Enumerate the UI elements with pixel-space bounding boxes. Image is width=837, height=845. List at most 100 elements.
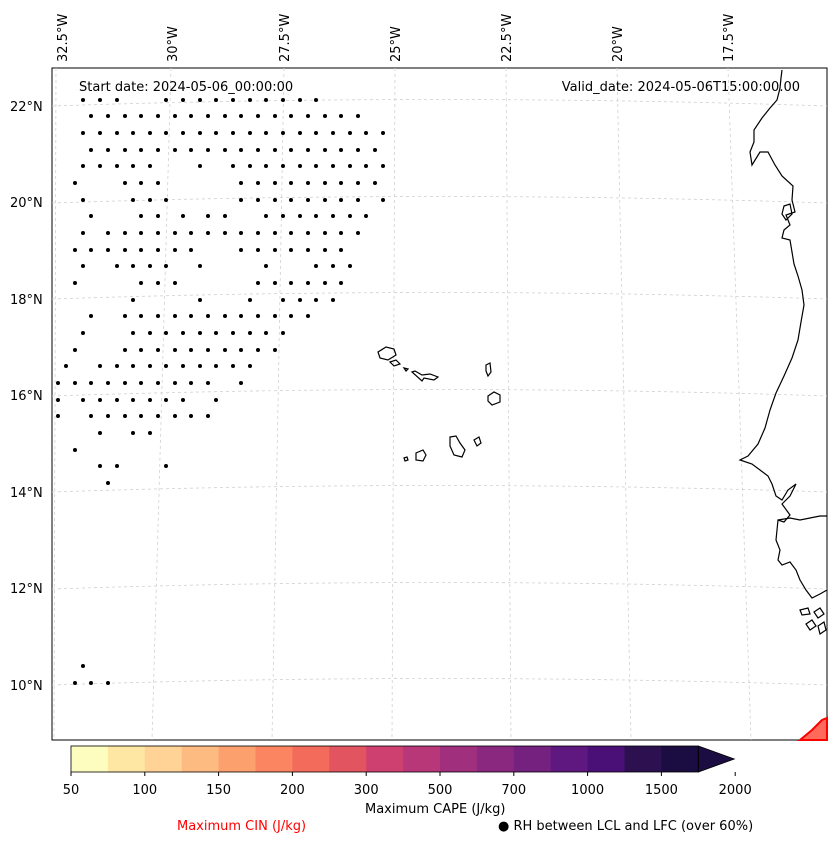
rh-dot [173,414,177,418]
rh-dot [214,398,218,402]
rh-dot [256,281,260,285]
rh-dot [81,131,85,135]
rh-dot [156,348,160,352]
rh-dot [256,314,260,318]
rh-dot [356,114,360,118]
rh-dot [323,231,327,235]
rh-dot [306,281,310,285]
rh-dot [148,264,152,268]
rh-dot [281,214,285,218]
rh-dot [106,148,110,152]
rh-dot [206,348,210,352]
rh-dot [73,381,77,385]
rh-dot [348,131,352,135]
rh-dot [273,281,277,285]
colorbar-swatch [440,746,478,772]
cape-colorbar-ticks: 50 100 150 200 300 500 700 1000 1500 2000 [63,772,752,798]
rh-dot [339,198,343,202]
lon-tick-label: 32.5°W [56,14,71,62]
rh-dot [156,148,160,152]
rh-dot [189,231,193,235]
rh-dot [356,181,360,185]
gridline-lon-32-5 [53,67,57,741]
rh-dot [123,414,127,418]
rh-dot [231,98,235,102]
rh-dot [189,114,193,118]
colorbar-swatch [513,746,552,772]
colorbar-swatch [107,746,146,772]
rh-dot [273,198,277,202]
rh-dot [173,148,177,152]
rh-dot [131,331,135,335]
rh-dot [139,231,143,235]
rh-dot [131,398,135,402]
rh-dot [231,164,235,168]
rh-dot [198,264,202,268]
valid-date-label: Valid_date: 2024-05-06T15:00:00.00 [562,80,800,95]
rh-dot [256,114,260,118]
rh-dot [223,314,227,318]
rh-dot [323,181,327,185]
rh-dot [139,381,143,385]
rh-dot [198,98,202,102]
rh-dot [156,248,160,252]
rh-dot [231,364,235,368]
rh-dot [348,164,352,168]
rh-dot [373,148,377,152]
colorbar-swatch [329,746,367,772]
gridlines [51,67,828,741]
rh-dot [164,264,168,268]
rh-dot [273,314,277,318]
gridline-lat-16 [51,389,828,397]
rh-dot [106,248,110,252]
rh-dot [348,264,352,268]
rh-dot [364,164,368,168]
colorbar-swatch [292,746,330,772]
rh-dot [323,114,327,118]
colorbar-tick-label: 150 [206,783,231,798]
rh-dot [306,148,310,152]
island-sal [485,362,492,378]
rh-dot [198,131,202,135]
rh-dot [281,331,285,335]
rh-dot [89,148,93,152]
island-fogo [415,449,427,462]
rh-dot [331,164,335,168]
rh-dot [139,348,143,352]
rh-dot [123,114,127,118]
rh-dot [164,398,168,402]
rh-dot [81,664,85,668]
rh-dot [123,181,127,185]
rh-dot [139,214,143,218]
map-frame [51,67,828,741]
rh-dot [256,248,260,252]
rh-dot [123,314,127,318]
island-bissagos-3 [813,607,825,619]
rh-dot [131,164,135,168]
colorbar-label: Maximum CAPE (J/kg) [365,802,506,817]
rh-dot [189,381,193,385]
colorbar-tick-label: 1500 [645,783,678,798]
rh-dot [381,164,385,168]
rh-dot [298,98,302,102]
rh-dot [298,131,302,135]
rh-dot [131,198,135,202]
rh-dot [206,214,210,218]
lat-tick-label: 14°N [10,486,43,501]
lon-tick-label: 27.5°W [278,14,293,62]
rh-dot [131,431,135,435]
rh-dot [239,181,243,185]
rh-dot [323,248,327,252]
rh-dot [256,198,260,202]
rh-dot [206,114,210,118]
colorbar-tick-label: 200 [280,783,305,798]
rh-dot [181,131,185,135]
rh-dot [206,148,210,152]
rh-dot [339,148,343,152]
rh-dot [106,414,110,418]
gridline-lon-17-5 [727,67,752,741]
rh-dot [239,381,243,385]
rh-dot [98,131,102,135]
rh-dot [89,681,93,685]
cin-contour-region [797,716,828,741]
